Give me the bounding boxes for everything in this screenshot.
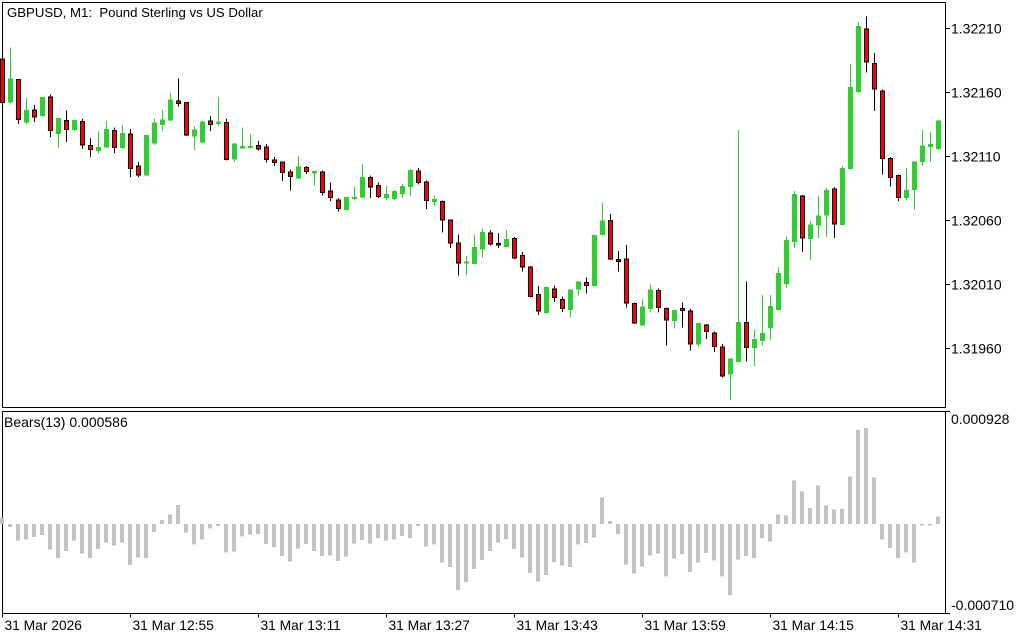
svg-text:31 Mar 13:43: 31 Mar 13:43	[517, 618, 599, 633]
svg-text:1.32160: 1.32160	[951, 85, 1002, 101]
svg-text:31 Mar 14:15: 31 Mar 14:15	[773, 618, 855, 633]
svg-text:1.32210: 1.32210	[951, 21, 1002, 37]
svg-text:Bears(13) 0.000586: Bears(13) 0.000586	[4, 414, 128, 430]
svg-text:1.32060: 1.32060	[951, 213, 1002, 229]
svg-text:31 Mar 2026: 31 Mar 2026	[5, 618, 83, 633]
svg-text:-0.000710: -0.000710	[951, 597, 1014, 613]
svg-text:31 Mar 13:59: 31 Mar 13:59	[645, 618, 727, 633]
svg-text:31 Mar 14:31: 31 Mar 14:31	[901, 618, 982, 633]
svg-text:1.31960: 1.31960	[951, 341, 1002, 357]
svg-text:31 Mar 13:11: 31 Mar 13:11	[261, 618, 341, 633]
svg-text:0.000928: 0.000928	[951, 411, 1010, 427]
svg-text:31 Mar 13:27: 31 Mar 13:27	[389, 618, 470, 633]
svg-text:1.32110: 1.32110	[951, 149, 1001, 165]
svg-text:31 Mar 12:55: 31 Mar 12:55	[133, 618, 215, 633]
svg-text:1.32010: 1.32010	[951, 277, 1002, 293]
svg-text:GBPUSD, M1: Pound Sterling vs: GBPUSD, M1: Pound Sterling vs US Dollar	[7, 5, 263, 20]
